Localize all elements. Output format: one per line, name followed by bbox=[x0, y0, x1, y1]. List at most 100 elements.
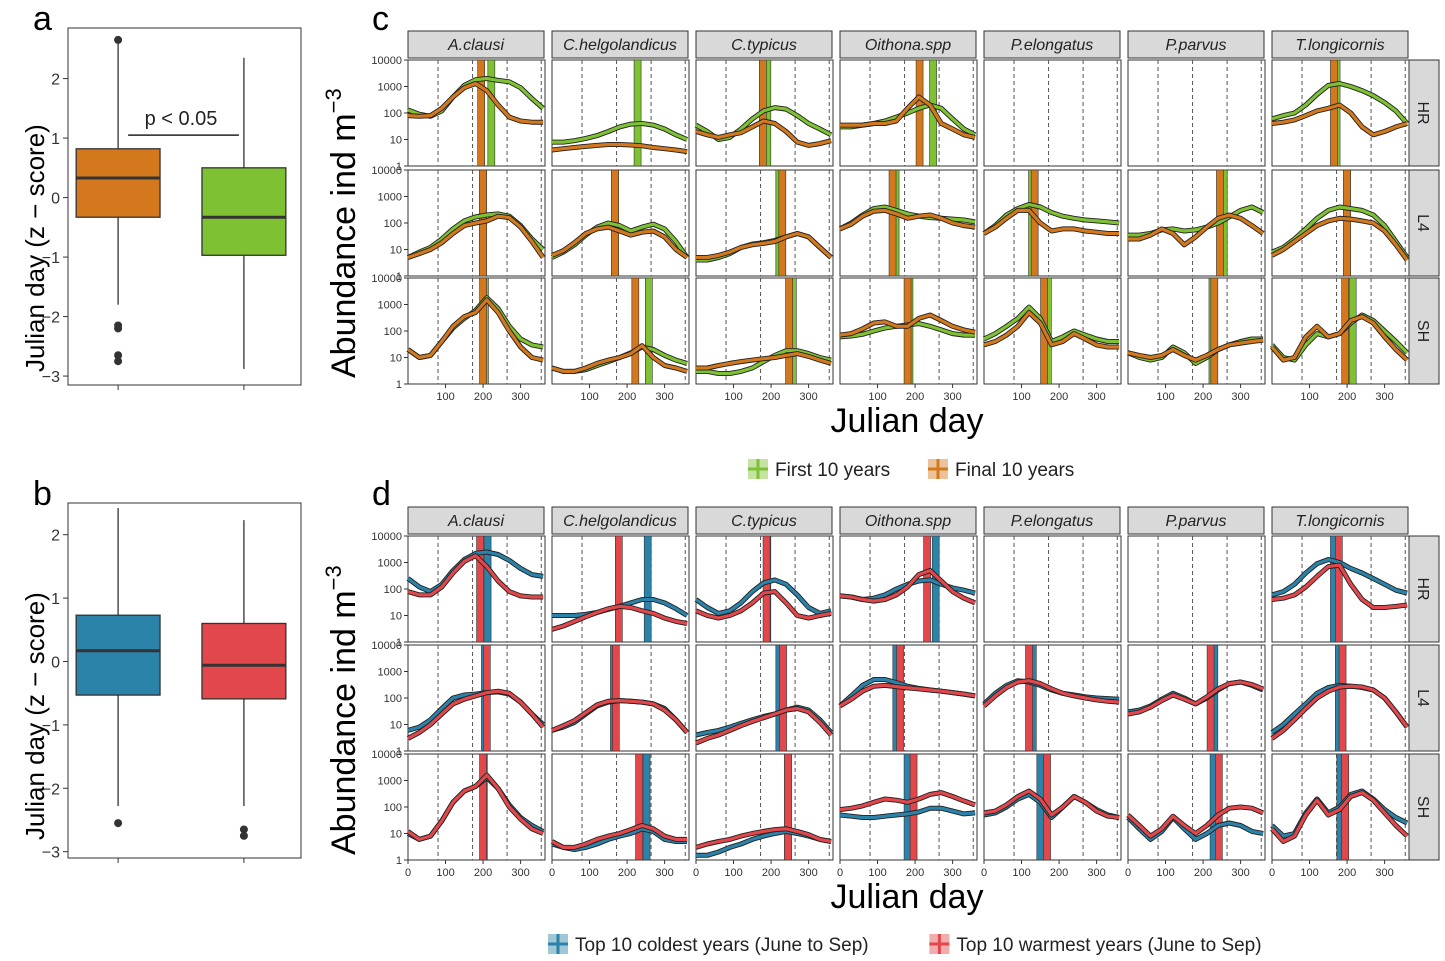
facet-panel bbox=[1127, 535, 1266, 643]
outlier-point bbox=[114, 351, 123, 360]
series-line bbox=[551, 699, 689, 734]
peak-marker bbox=[643, 535, 652, 643]
y-axis-label-b: Julian day (z − score) bbox=[20, 592, 50, 840]
series-line bbox=[407, 214, 545, 260]
y-axis-label-c-exp: −3 bbox=[321, 88, 346, 113]
series-line bbox=[551, 604, 688, 631]
outlier-point bbox=[114, 324, 123, 333]
peak-marker bbox=[479, 277, 487, 385]
facet-strip-label: P.elongatus bbox=[1011, 37, 1093, 54]
site-strip-label: L4 bbox=[1414, 214, 1431, 232]
x-tick-label: 300 bbox=[943, 867, 961, 879]
series-line bbox=[1126, 805, 1264, 838]
facet-strip bbox=[1271, 506, 1409, 535]
x-axis-label-c: Julian day bbox=[830, 402, 983, 440]
facet-strip bbox=[839, 506, 977, 535]
facet-grid-panel-d: A.clausi C.helgolandicus C.typicus Oithona.… bbox=[371, 506, 1440, 879]
peak-marker bbox=[1215, 753, 1223, 861]
y-tick-label: 1 bbox=[396, 855, 402, 867]
peak-marker bbox=[1343, 169, 1351, 277]
y-axis-label-d-exp: −3 bbox=[321, 565, 346, 590]
x-tick-label: 300 bbox=[1375, 391, 1393, 403]
y-tick-label: 1000 bbox=[378, 192, 402, 204]
y-tick-label: 10000 bbox=[371, 749, 402, 761]
peak-marker bbox=[1348, 277, 1357, 385]
outlier-point bbox=[114, 357, 123, 366]
y-tick-label: 1 bbox=[396, 161, 402, 173]
peak-marker bbox=[483, 644, 491, 752]
series-line bbox=[551, 344, 688, 373]
series-line bbox=[983, 789, 1120, 820]
peak-marker bbox=[909, 753, 918, 861]
x-tick-label: 100 bbox=[1012, 391, 1030, 403]
panel-letter-b: b bbox=[33, 475, 52, 513]
site-strip-label: SH bbox=[1414, 796, 1431, 818]
y-tick-label: 1 bbox=[51, 591, 60, 608]
facet-strip-label: P.elongatus bbox=[1011, 513, 1093, 530]
peak-marker bbox=[645, 277, 653, 385]
series-line bbox=[696, 352, 832, 370]
peak-marker bbox=[483, 535, 492, 643]
series-line bbox=[839, 806, 976, 820]
series-line bbox=[695, 590, 832, 620]
series-line bbox=[1271, 81, 1409, 125]
peak-marker bbox=[785, 277, 793, 385]
peak-marker bbox=[487, 59, 496, 167]
peak-marker bbox=[612, 644, 620, 752]
peak-marker bbox=[888, 169, 897, 277]
y-tick-label: 1000 bbox=[378, 776, 402, 788]
peak-marker bbox=[1338, 644, 1347, 752]
series-line bbox=[1128, 213, 1265, 247]
series-line bbox=[983, 208, 1120, 236]
x-tick-label: 200 bbox=[762, 391, 780, 403]
peak-marker bbox=[931, 535, 940, 643]
peak-marker bbox=[1335, 535, 1343, 643]
legend-label: Top 10 coldest years (June to Sep) bbox=[575, 935, 869, 956]
peak-marker bbox=[631, 277, 640, 385]
series-line bbox=[839, 313, 976, 337]
x-tick-label: 100 bbox=[1300, 391, 1318, 403]
peak-marker bbox=[476, 535, 484, 643]
y-axis-label-a: Julian day (z − score) bbox=[20, 124, 50, 372]
facet-panel bbox=[551, 753, 690, 861]
x-tick-label: 200 bbox=[618, 867, 636, 879]
series-line bbox=[407, 81, 544, 124]
site-strip bbox=[1408, 277, 1440, 385]
site-strip-label: HR bbox=[1414, 577, 1431, 600]
facet-panel bbox=[983, 59, 1122, 167]
series-line bbox=[551, 142, 688, 154]
x-tick-label: 100 bbox=[724, 391, 742, 403]
y-tick-label: 100 bbox=[384, 108, 402, 120]
x-tick-label: 300 bbox=[511, 867, 529, 879]
y-tick-label: 1 bbox=[396, 379, 402, 391]
peak-marker bbox=[915, 59, 924, 167]
y-tick-label: 10000 bbox=[371, 55, 402, 67]
y-tick-label: 1000 bbox=[378, 300, 402, 312]
series-line bbox=[839, 208, 976, 231]
x-tick-label: 0 bbox=[981, 867, 987, 879]
y-tick-label: 100 bbox=[384, 584, 402, 596]
x-tick-label: 300 bbox=[655, 391, 673, 403]
series-line bbox=[695, 578, 832, 615]
facet-strip-label: C.typicus bbox=[731, 37, 797, 54]
x-tick-label: 0 bbox=[549, 867, 555, 879]
facet-strip bbox=[407, 30, 545, 59]
significance-label: p < 0.05 bbox=[145, 108, 218, 130]
facet-grid-panel-c: A.clausi C.helgolandicus C.typicus Oithona.… bbox=[371, 30, 1440, 403]
series-line bbox=[407, 773, 544, 841]
peak-marker bbox=[1330, 59, 1338, 167]
y-tick-label: 100 bbox=[384, 218, 402, 230]
y-tick-label: 1 bbox=[51, 131, 60, 148]
site-strip bbox=[1408, 169, 1440, 277]
legend-label: Top 10 warmest years (June to Sep) bbox=[956, 935, 1261, 956]
facet-panel bbox=[983, 277, 1122, 385]
x-tick-label: 300 bbox=[655, 867, 673, 879]
x-tick-label: 200 bbox=[1050, 391, 1068, 403]
y-tick-label: −3 bbox=[42, 369, 60, 386]
x-tick-label: 200 bbox=[618, 391, 636, 403]
outlier-point bbox=[114, 819, 123, 828]
facet-strip bbox=[551, 30, 689, 59]
x-axis-label-d: Julian day bbox=[830, 878, 983, 916]
y-tick-label: 10 bbox=[390, 611, 402, 623]
facet-panel bbox=[983, 535, 1122, 643]
